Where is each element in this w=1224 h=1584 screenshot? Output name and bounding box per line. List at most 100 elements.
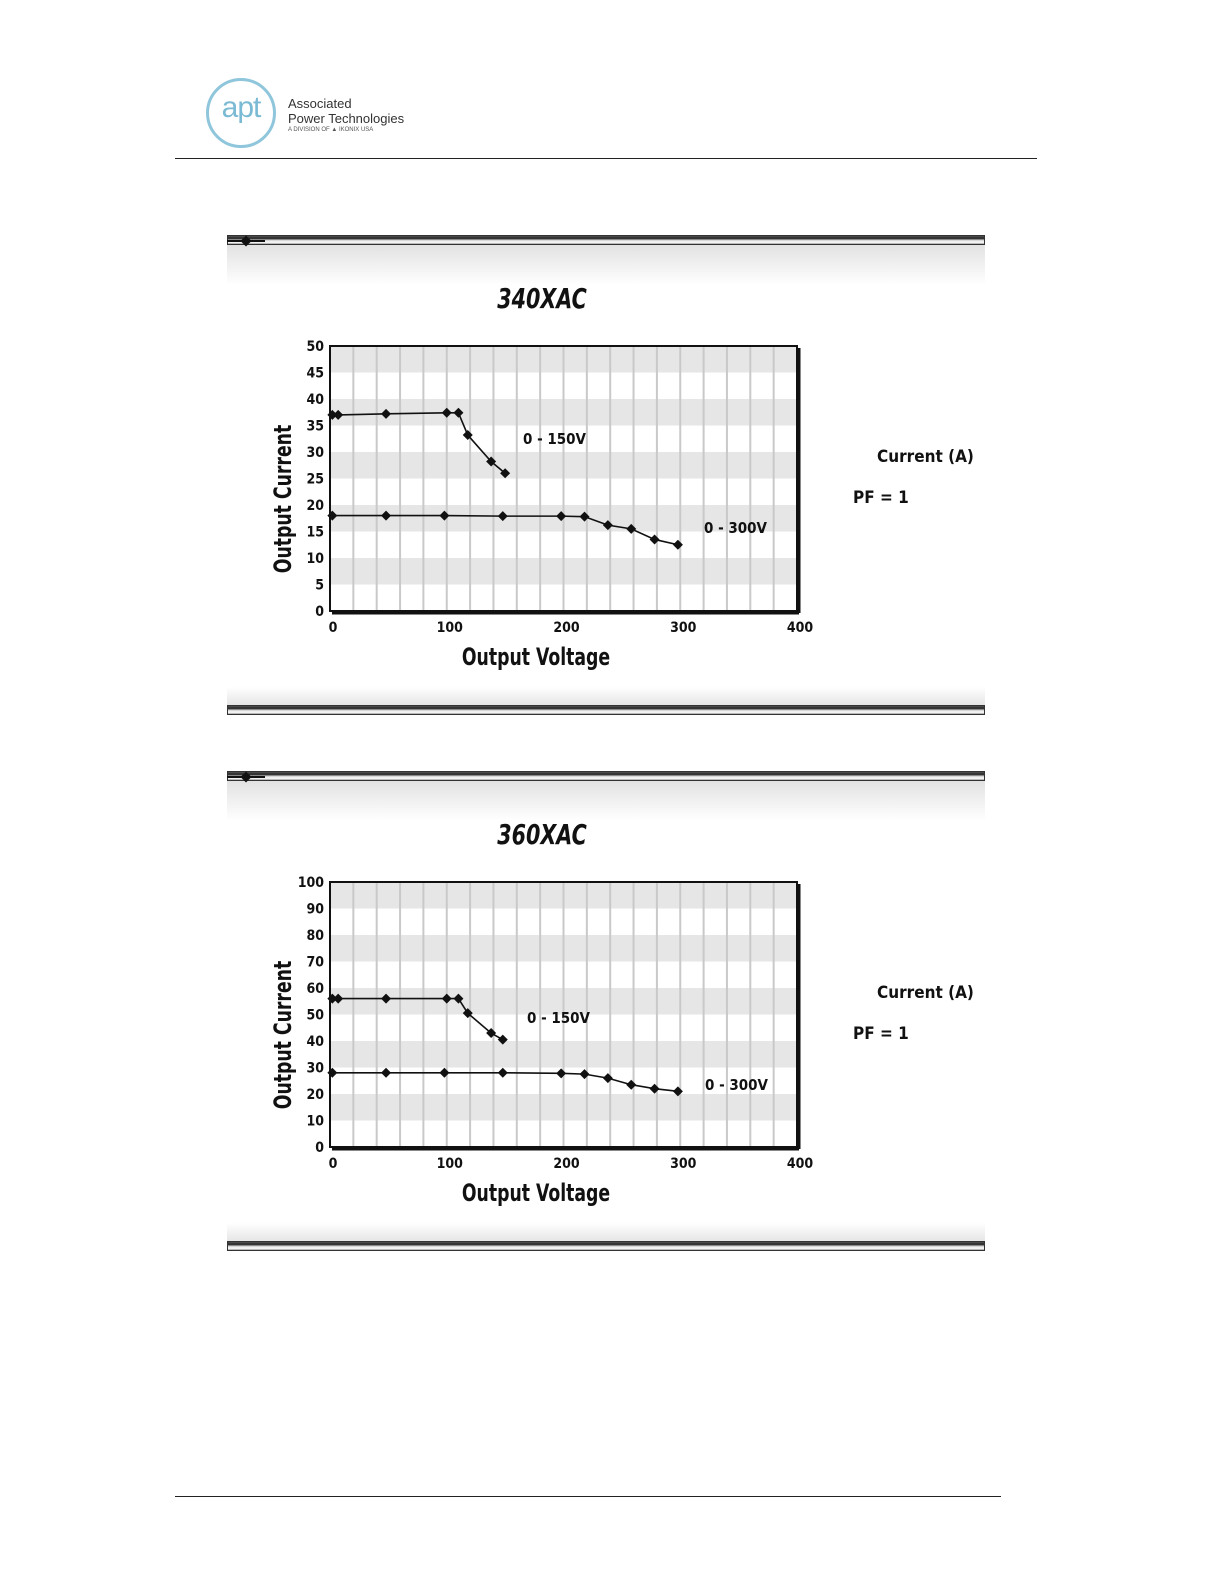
chart-title: 360XAC [497,818,587,851]
series-line [332,997,504,1041]
series-label: 0 - 300V [704,519,768,537]
y-tick-label: 50 [306,1008,324,1024]
chart-svg: 0 5 10 15 20 25 30 35 40 45 50 0 100 200 300 400 0 - 150… [306,339,814,636]
data-point [439,1067,450,1078]
logo-mark: apt [221,91,262,124]
data-point [333,409,344,420]
panel-top-shade [227,245,985,285]
x-tick-label: 400 [787,620,814,636]
x-axis-label: Output Voltage [461,643,611,671]
data-point [556,1068,567,1079]
y-axis-label: Output Current [269,424,297,574]
data-point [486,1028,497,1039]
data-point [381,1067,392,1078]
chart-panel-340xac: 340XAC 0 5 10 15 20 25 30 35 40 45 50 0 100 200 300 400… [227,235,985,717]
data-point [579,511,590,522]
y-tick-label: 10 [306,551,324,567]
y-tick-label: 5 [315,578,324,594]
series-line [332,1071,679,1093]
y-tick-label: 15 [306,525,324,541]
data-point [602,520,613,531]
data-point [453,407,464,418]
data-point [327,993,338,1004]
panel-bottom-shade [227,687,985,705]
data-point [626,1079,637,1090]
data-point [672,539,683,550]
x-tick-label: 300 [670,1156,697,1172]
data-point [486,456,497,467]
legend-power-factor: PF = 1 [853,488,909,508]
series-line [332,514,679,546]
legend-power-factor: PF = 1 [853,1024,909,1044]
data-point [327,409,338,420]
y-tick-label: 30 [306,1061,324,1077]
data-point [626,523,637,534]
data-point [462,430,473,441]
data-point [500,468,511,479]
y-tick-label: 20 [306,1087,324,1103]
panel-bottom-bar [227,1241,985,1251]
data-point [381,993,392,1004]
x-tick-label: 200 [553,1156,580,1172]
y-tick-label: 20 [306,498,324,514]
company-name: Associated Power Technologies A DIVISION… [288,96,404,134]
x-tick-label: 100 [437,1156,464,1172]
data-point [453,993,464,1004]
legend-marker-icon [227,771,265,783]
panel-bottom-shade [227,1223,985,1241]
data-point [649,534,660,545]
data-point [462,1008,473,1019]
y-tick-label: 30 [306,445,324,461]
plot-frame [329,345,798,612]
chart-svg: 0 10 20 30 40 50 60 70 80 90 100 0 100 200 300 400 0 - 1… [298,875,814,1172]
data-point [602,1073,613,1084]
series-label: 0 - 150V [527,1009,591,1027]
data-point [327,1067,338,1078]
y-tick-label: 40 [306,392,324,408]
y-axis-label: Output Current [269,960,297,1110]
x-tick-label: 0 [329,620,338,636]
y-tick-label: 60 [306,981,324,997]
data-point [497,511,508,522]
company-name-line2: Power Technologies [288,111,405,126]
legend-series-label: Current (A) [877,983,974,1003]
plot-frame [329,881,798,1148]
company-subtitle: A DIVISION OF ▲ IKONIX USA [288,127,374,133]
data-point [672,1086,683,1097]
data-point [441,407,452,418]
y-tick-label: 45 [306,366,324,382]
header-divider [175,158,1037,159]
data-point [441,993,452,1004]
chart-title: 340XAC [497,282,587,315]
y-tick-label: 0 [315,1140,324,1156]
y-tick-label: 100 [298,875,325,891]
y-tick-label: 70 [306,955,324,971]
data-point [649,1083,660,1094]
x-tick-label: 400 [787,1156,814,1172]
x-tick-label: 300 [670,620,697,636]
legend-series-label: Current (A) [877,447,974,467]
company-name-line1: Associated [288,96,352,111]
x-tick-label: 100 [437,620,464,636]
y-tick-label: 25 [306,472,324,488]
x-axis-label: Output Voltage [461,1179,611,1207]
data-point [497,1067,508,1078]
x-tick-label: 0 [329,1156,338,1172]
panel-top-shade [227,781,985,821]
y-tick-label: 35 [306,419,324,435]
data-point [381,408,392,419]
x-tick-label: 200 [553,620,580,636]
data-point [579,1069,590,1080]
company-logo: apt Associated Power Technologies A DIVI… [206,78,426,154]
panel-bottom-bar [227,705,985,715]
y-tick-label: 0 [315,604,324,620]
chart-panel-360xac: 360XAC 0 10 20 30 40 50 60 70 80 90 100 0 100 200 300 4… [227,771,985,1253]
series-label: 0 - 150V [523,430,587,448]
y-tick-label: 80 [306,928,324,944]
y-tick-label: 90 [306,902,324,918]
legend-marker-icon [227,235,265,247]
y-tick-label: 40 [306,1034,324,1050]
series-label: 0 - 300V [705,1076,769,1094]
data-point [556,511,567,522]
series-line [332,411,506,474]
